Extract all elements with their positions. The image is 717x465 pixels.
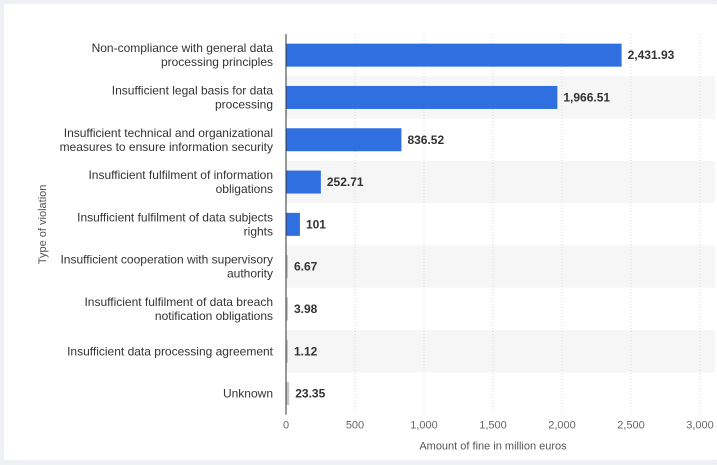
- data-label: 1,966.51: [563, 90, 610, 104]
- category-label: Insufficient cooperation with supervisor…: [60, 253, 273, 267]
- y-axis-title: Type of violation: [37, 185, 49, 265]
- category-label: Insufficient fulfilment of data subjects: [77, 210, 273, 224]
- row-band: [286, 330, 715, 373]
- category-label: authority: [227, 267, 273, 281]
- data-label: 1.12: [294, 344, 318, 358]
- bar[interactable]: [286, 339, 288, 363]
- bar[interactable]: [286, 297, 288, 321]
- x-tick-label: 2,000: [548, 420, 576, 432]
- bar[interactable]: [286, 128, 402, 152]
- bar[interactable]: [286, 170, 321, 194]
- category-label: processing: [215, 97, 273, 111]
- row-band: [286, 160, 715, 204]
- bars: [286, 43, 622, 406]
- x-tick-label: 500: [346, 420, 364, 432]
- bar[interactable]: [286, 85, 558, 109]
- chart-card: Non-compliance with general data processi…: [4, 4, 717, 460]
- row-band: [286, 245, 715, 288]
- category-label: Non-compliance with general data: [92, 41, 274, 55]
- data-label: 101: [306, 217, 326, 231]
- category-label: Insufficient legal basis for data: [112, 83, 274, 97]
- category-label: rights: [244, 224, 273, 238]
- value-labels: 2,431.93 1,966.51 836.52 252.71 101 6.67 3.98 1…: [294, 48, 675, 400]
- x-axis-title: Amount of fine in million euros: [419, 441, 567, 453]
- bar[interactable]: [286, 212, 300, 236]
- x-tick-label: 0: [283, 420, 289, 432]
- x-tick-label: 2,500: [617, 420, 645, 432]
- category-labels: Non-compliance with general dataprocessi…: [60, 41, 274, 400]
- category-label: Unknown: [223, 387, 273, 401]
- category-label: notification obligations: [155, 309, 273, 323]
- category-label: processing principles: [161, 55, 273, 69]
- data-label: 23.35: [295, 387, 325, 401]
- bar[interactable]: [286, 43, 622, 67]
- bar-chart: Non-compliance with general dataprocessi…: [37, 34, 715, 453]
- category-label: Insufficient data processing agreement: [67, 344, 274, 358]
- category-label: Insufficient fulfilment of information: [88, 168, 273, 182]
- data-label: 836.52: [407, 133, 444, 147]
- bar[interactable]: [286, 382, 290, 406]
- data-label: 6.67: [294, 260, 318, 274]
- category-label: Insufficient technical and organizationa…: [64, 126, 273, 140]
- x-axis-ticks: 0 500 1,000 1,500 2,000 2,500 3,000: [283, 420, 714, 432]
- row-bands: [286, 76, 715, 373]
- data-label: 2,431.93: [628, 48, 675, 62]
- category-label: obligations: [216, 182, 273, 196]
- category-label: Insufficient fulfilment of data breach: [84, 295, 273, 309]
- category-label: measures to ensure information security: [60, 140, 273, 154]
- x-tick-label: 1,500: [479, 420, 507, 432]
- x-tick-label: 1,000: [410, 420, 438, 432]
- bar[interactable]: [286, 255, 288, 279]
- data-label: 3.98: [294, 302, 318, 316]
- x-tick-label: 3,000: [686, 420, 714, 432]
- data-label: 252.71: [327, 175, 364, 189]
